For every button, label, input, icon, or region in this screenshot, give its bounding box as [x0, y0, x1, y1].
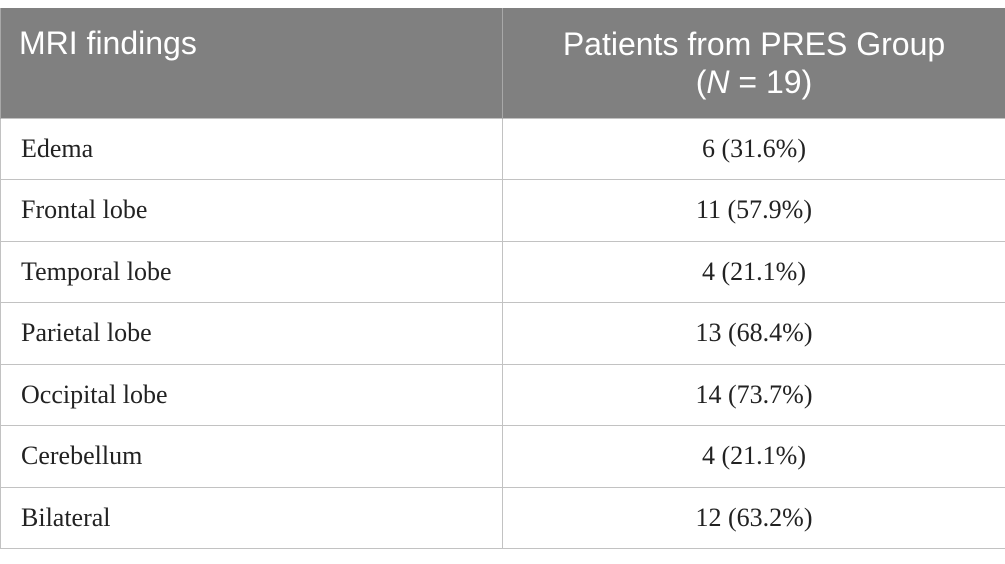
header-patients-pres-group: Patients from PRES Group (N = 19)	[502, 8, 1005, 118]
table-row: Occipital lobe 14 (73.7%)	[0, 363, 1005, 426]
table-row: Bilateral 12 (63.2%)	[0, 486, 1005, 549]
finding-cell: Edema	[0, 117, 503, 180]
mri-findings-table: MRI findings Patients from PRES Group (N…	[0, 8, 1005, 549]
finding-cell: Parietal lobe	[0, 302, 503, 365]
table-row: Frontal lobe 11 (57.9%)	[0, 179, 1005, 242]
value-cell: 13 (68.4%)	[502, 302, 1005, 365]
finding-cell: Cerebellum	[0, 425, 503, 488]
finding-cell: Occipital lobe	[0, 363, 503, 426]
value-cell: 14 (73.7%)	[502, 363, 1005, 426]
findings-table-container: MRI findings Patients from PRES Group (N…	[0, 8, 1005, 549]
finding-cell: Frontal lobe	[0, 179, 503, 242]
table-row: Edema 6 (31.6%)	[0, 117, 1005, 180]
value-cell: 4 (21.1%)	[502, 240, 1005, 303]
table-row: Temporal lobe 4 (21.1%)	[0, 240, 1005, 303]
table-row: Parietal lobe 13 (68.4%)	[0, 302, 1005, 365]
header-n-symbol: N	[706, 63, 730, 100]
value-cell: 12 (63.2%)	[502, 486, 1005, 549]
finding-cell: Temporal lobe	[0, 240, 503, 303]
value-cell: 11 (57.9%)	[502, 179, 1005, 242]
finding-cell: Bilateral	[0, 486, 503, 549]
header-row: MRI findings Patients from PRES Group (N…	[0, 8, 1005, 118]
table-body: Edema 6 (31.6%) Frontal lobe 11 (57.9%) …	[0, 117, 1005, 549]
value-cell: 4 (21.1%)	[502, 425, 1005, 488]
header-open-paren: (	[695, 63, 707, 100]
header-mri-findings: MRI findings	[0, 8, 503, 118]
table-header: MRI findings Patients from PRES Group (N…	[0, 8, 1005, 118]
header-patients-label: Patients from PRES Group	[562, 25, 946, 62]
header-n-value: = 19)	[729, 63, 813, 100]
table-row: Cerebellum 4 (21.1%)	[0, 425, 1005, 488]
value-cell: 6 (31.6%)	[502, 117, 1005, 180]
